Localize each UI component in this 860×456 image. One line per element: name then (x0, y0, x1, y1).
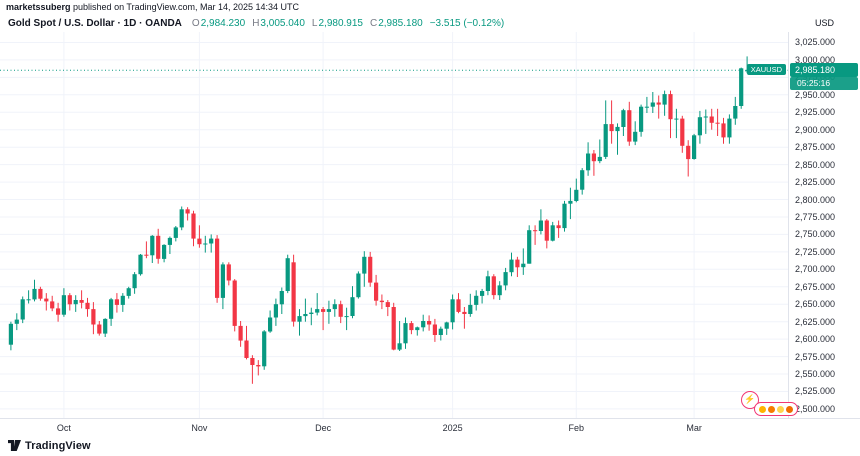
tradingview-logo-text[interactable]: TradingView (25, 439, 91, 452)
ohlc-values: O 2,984.230 H 3,005.040 L 2,980.915 C 2,985.… (192, 17, 504, 30)
tradingview-logo-icon[interactable] (8, 440, 21, 451)
price-line-symbol-label: XAUUSD (746, 64, 786, 76)
publisher-text: published on TradingView.com, Mar 14, 20… (70, 2, 299, 12)
emoji-dot (768, 405, 775, 413)
candlestick-svg[interactable] (0, 32, 788, 418)
time-tick-label: Feb (568, 423, 585, 433)
high-value: 3,005.040 (260, 18, 305, 29)
price-tick-label: 2,625.000 (795, 316, 836, 327)
publisher-author: marketssuberg (6, 2, 71, 12)
price-tick-label: 2,700.000 (795, 264, 836, 275)
price-change: −3.515 (−0.12%) (429, 18, 505, 29)
low-value: 2,980.915 (318, 18, 363, 29)
emoji-reactions-pill[interactable] (754, 402, 798, 416)
symbol-info-row: Gold Spot / U.S. Dollar · 1D · OANDA O 2,… (8, 17, 504, 30)
price-tick-label: 2,725.000 (795, 246, 836, 257)
time-tick-label: 2025 (442, 423, 463, 433)
price-tick-label: 2,750.000 (795, 229, 836, 240)
price-tick-label: 2,675.000 (795, 281, 836, 292)
lightning-glyph: ⚡ (744, 394, 756, 404)
time-tick-label: Mar (686, 423, 702, 433)
emoji-dot (786, 405, 793, 413)
price-tick-label: 2,800.000 (795, 194, 836, 205)
time-axis[interactable]: Oct Nov Dec 2025 Feb Mar (0, 418, 860, 436)
footer: TradingView (8, 437, 91, 454)
price-tick-label: 2,600.000 (795, 334, 836, 345)
last-price-tag: 2,985.180 (790, 63, 858, 78)
price-tick-label: 2,900.000 (795, 124, 836, 135)
high-label: H (252, 18, 260, 29)
price-tick-label: 2,850.000 (795, 159, 836, 170)
low-label: L (311, 18, 318, 29)
chart-plot[interactable]: XAUUSD (0, 32, 788, 418)
price-tick-label: 3,000.000 (795, 54, 836, 65)
time-tick-label: Dec (315, 423, 332, 433)
price-tick-label: 2,925.000 (795, 107, 836, 118)
price-axis[interactable]: 2,985.180 05:25:16 3,025.000 3,000.000 2,9… (788, 32, 860, 418)
price-tick-label: 2,525.000 (795, 386, 836, 397)
open-value: 2,984.230 (200, 18, 246, 29)
currency-label[interactable]: USD (814, 18, 834, 28)
bar-close-countdown: 05:25:16 (790, 77, 858, 91)
time-tick-label: Oct (56, 423, 71, 433)
price-tick-label: 2,825.000 (795, 177, 836, 188)
symbol-title[interactable]: Gold Spot / U.S. Dollar · 1D · OANDA (8, 18, 182, 29)
price-tick-label: 2,550.000 (795, 369, 836, 380)
publisher-bar: marketssuberg published on TradingView.c… (0, 0, 860, 15)
close-label: C (369, 18, 378, 29)
emoji-dot (759, 405, 766, 413)
emoji-dot (777, 405, 784, 413)
price-tick-label: 2,775.000 (795, 211, 836, 222)
time-tick-label: Nov (191, 423, 208, 433)
price-tick-label: 2,500.000 (795, 403, 836, 414)
close-value: 2,985.180 (378, 18, 423, 29)
price-tick-label: 3,025.000 (795, 37, 836, 48)
price-tick-label: 2,650.000 (795, 299, 836, 310)
price-tick-label: 2,950.000 (795, 89, 836, 100)
price-tick-label: 2,875.000 (795, 142, 836, 153)
open-label: O (191, 18, 200, 29)
price-tick-label: 2,575.000 (795, 351, 836, 362)
